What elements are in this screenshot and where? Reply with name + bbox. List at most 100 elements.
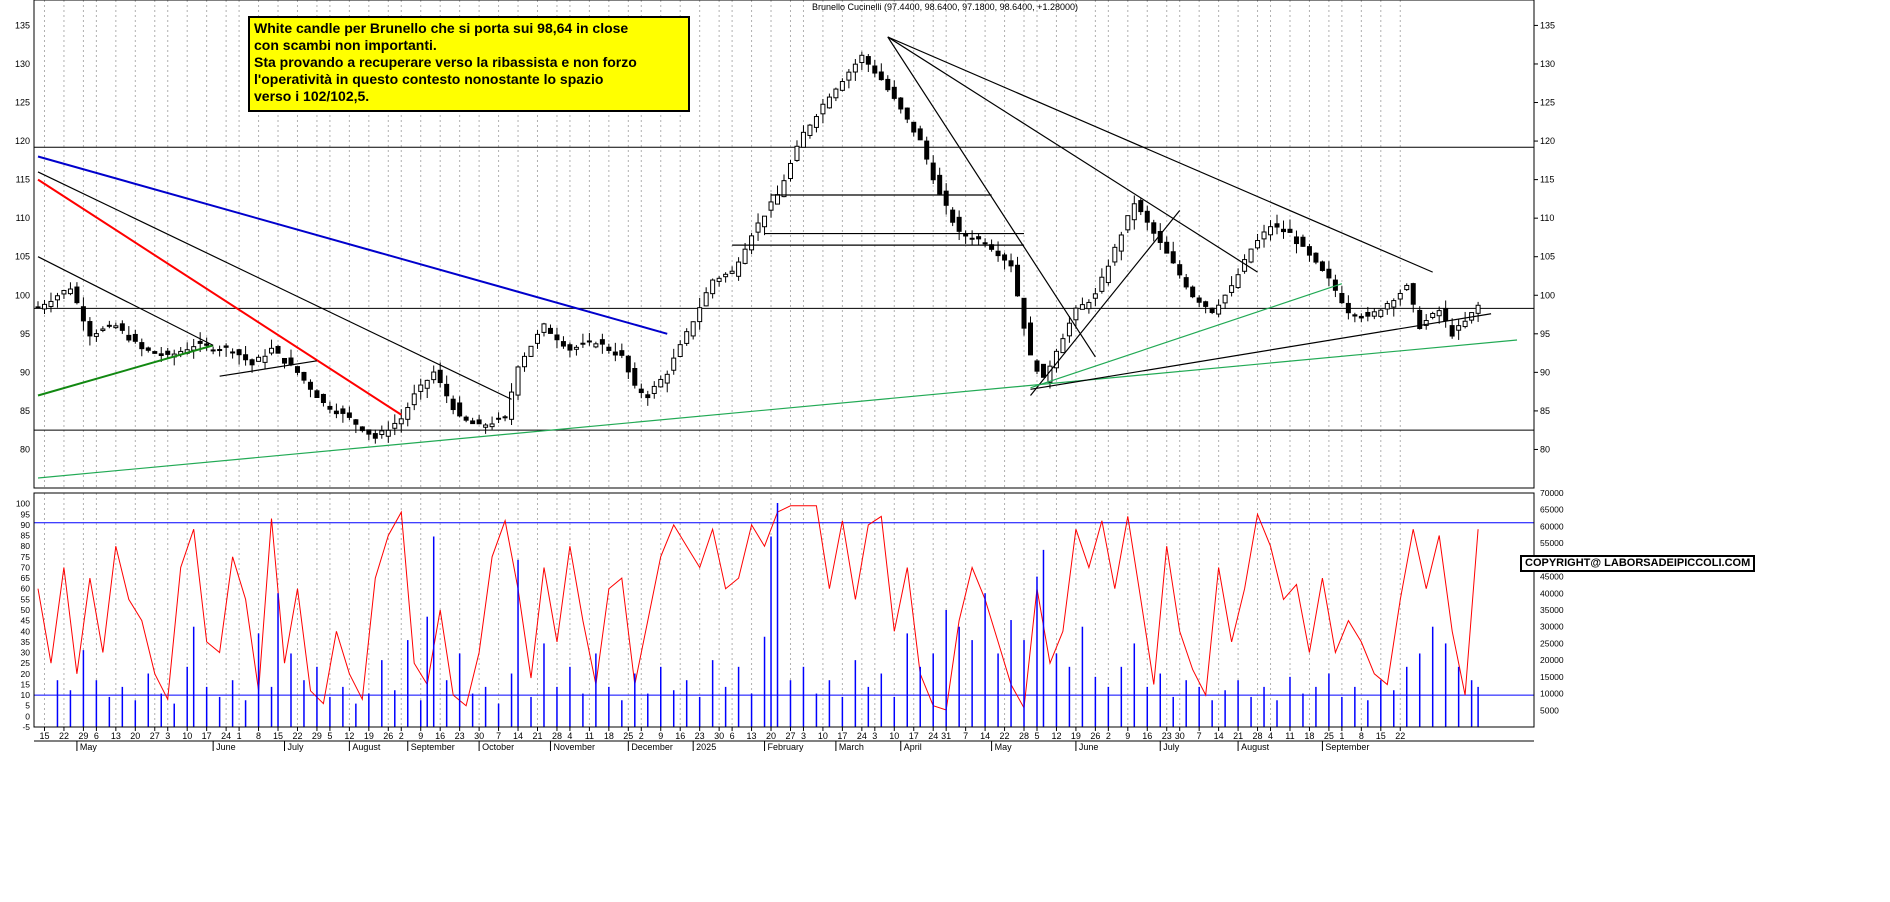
month-label: July bbox=[1163, 742, 1180, 752]
month-label: September bbox=[1325, 742, 1369, 752]
candle-body bbox=[1248, 248, 1254, 263]
candle-body bbox=[794, 145, 800, 161]
trendline bbox=[887, 36, 1096, 358]
price-panel bbox=[34, 36, 1534, 479]
annotation-line: verso i 102/102,5. bbox=[254, 88, 370, 105]
candle-body bbox=[483, 424, 489, 428]
candle-body bbox=[1255, 240, 1261, 249]
candle-body bbox=[236, 349, 242, 356]
candle-body bbox=[126, 334, 132, 341]
price-tick-label-left: 95 bbox=[20, 329, 30, 339]
volume-tick-label: 35000 bbox=[1540, 605, 1564, 615]
candle-body bbox=[1008, 260, 1014, 267]
x-tick-label: 24 bbox=[928, 731, 938, 741]
candle-body bbox=[152, 351, 158, 354]
candle-body bbox=[781, 180, 787, 198]
candle-body bbox=[1060, 338, 1066, 354]
candle-body bbox=[418, 384, 424, 392]
x-tick-label: 19 bbox=[1071, 731, 1081, 741]
x-tick-label: 2 bbox=[639, 731, 644, 741]
x-tick-label: 27 bbox=[785, 731, 795, 741]
candle-body bbox=[230, 351, 236, 354]
candle-body bbox=[1015, 264, 1021, 297]
candle-body bbox=[684, 331, 690, 344]
month-label: July bbox=[288, 742, 305, 752]
price-tick-label-right: 95 bbox=[1540, 329, 1550, 339]
candle-body bbox=[1352, 314, 1358, 317]
candle-body bbox=[210, 349, 216, 352]
price-tick-label-left: 135 bbox=[15, 20, 30, 30]
volume-tick-label: 70000 bbox=[1540, 488, 1564, 498]
x-tick-label: 11 bbox=[585, 731, 594, 741]
candle-body bbox=[1183, 277, 1189, 288]
candle-body bbox=[1339, 292, 1345, 304]
candle-body bbox=[658, 378, 664, 388]
candle-body bbox=[723, 273, 729, 278]
candle-body bbox=[158, 353, 164, 356]
candle-body bbox=[256, 356, 262, 362]
candle-body bbox=[392, 422, 398, 429]
month-label: 2025 bbox=[696, 742, 716, 752]
price-tick-label-right: 130 bbox=[1540, 59, 1555, 69]
candle-body bbox=[930, 162, 936, 181]
x-tick-label: 5 bbox=[1034, 731, 1039, 741]
price-tick-label-left: 100 bbox=[15, 290, 30, 300]
x-tick-label: 18 bbox=[1304, 731, 1314, 741]
x-tick-label: 10 bbox=[818, 731, 828, 741]
oscillator-tick-label: 95 bbox=[21, 509, 31, 519]
candle-body bbox=[288, 357, 294, 366]
x-tick-label: 10 bbox=[889, 731, 899, 741]
x-tick-label: 13 bbox=[747, 731, 757, 741]
x-tick-label: 6 bbox=[94, 731, 99, 741]
x-tick-label: 3 bbox=[165, 731, 170, 741]
candle-body bbox=[1261, 231, 1267, 240]
candle-body bbox=[1073, 307, 1079, 321]
candle-body bbox=[573, 346, 579, 350]
candle-body bbox=[275, 345, 281, 354]
month-label: August bbox=[1241, 742, 1270, 752]
x-tick-label: 7 bbox=[496, 731, 501, 741]
month-label: December bbox=[631, 742, 673, 752]
oscillator-tick-label: 50 bbox=[21, 605, 31, 615]
candle-body bbox=[677, 344, 683, 357]
x-tick-label: 22 bbox=[1395, 731, 1405, 741]
x-tick-label: 1 bbox=[237, 731, 242, 741]
oscillator-tick-label: 15 bbox=[21, 679, 31, 689]
price-tick-label-left: 130 bbox=[15, 59, 30, 69]
candle-body bbox=[787, 162, 793, 180]
candle-body bbox=[956, 216, 962, 232]
oscillator-tick-label: 70 bbox=[21, 562, 31, 572]
x-tick-label: 22 bbox=[1000, 731, 1010, 741]
candle-body bbox=[924, 140, 930, 160]
candle-body bbox=[1021, 297, 1027, 329]
trendline bbox=[887, 36, 1258, 273]
x-tick-label: 26 bbox=[1090, 731, 1100, 741]
volume-tick-label: 10000 bbox=[1540, 689, 1564, 699]
x-tick-label: 21 bbox=[532, 731, 542, 741]
candle-body bbox=[1456, 325, 1462, 331]
x-tick-label: 7 bbox=[1197, 731, 1202, 741]
candle-body bbox=[917, 128, 923, 141]
candle-body bbox=[1397, 292, 1403, 300]
x-tick-label: 23 bbox=[455, 731, 465, 741]
candle-body bbox=[1190, 286, 1196, 298]
x-tick-label: 17 bbox=[837, 731, 847, 741]
candle-body bbox=[1280, 228, 1286, 233]
candle-body bbox=[612, 351, 618, 356]
candle-body bbox=[567, 344, 573, 351]
x-tick-label: 15 bbox=[39, 731, 49, 741]
candle-body bbox=[431, 371, 437, 381]
candle-body bbox=[820, 103, 826, 115]
candle-body bbox=[697, 307, 703, 323]
candle-body bbox=[937, 174, 943, 195]
price-tick-label-left: 105 bbox=[15, 252, 30, 262]
oscillator-tick-label: 90 bbox=[21, 520, 31, 530]
candle-body bbox=[1053, 350, 1059, 369]
x-tick-label: 11 bbox=[1285, 731, 1294, 741]
trendline bbox=[887, 36, 1433, 273]
x-tick-label: 2 bbox=[1106, 731, 1111, 741]
x-tick-label: 19 bbox=[364, 731, 374, 741]
price-tick-label-right: 120 bbox=[1540, 136, 1555, 146]
oscillator-tick-label: 100 bbox=[16, 499, 30, 509]
annotation-line: con scambi non importanti. bbox=[254, 37, 437, 54]
